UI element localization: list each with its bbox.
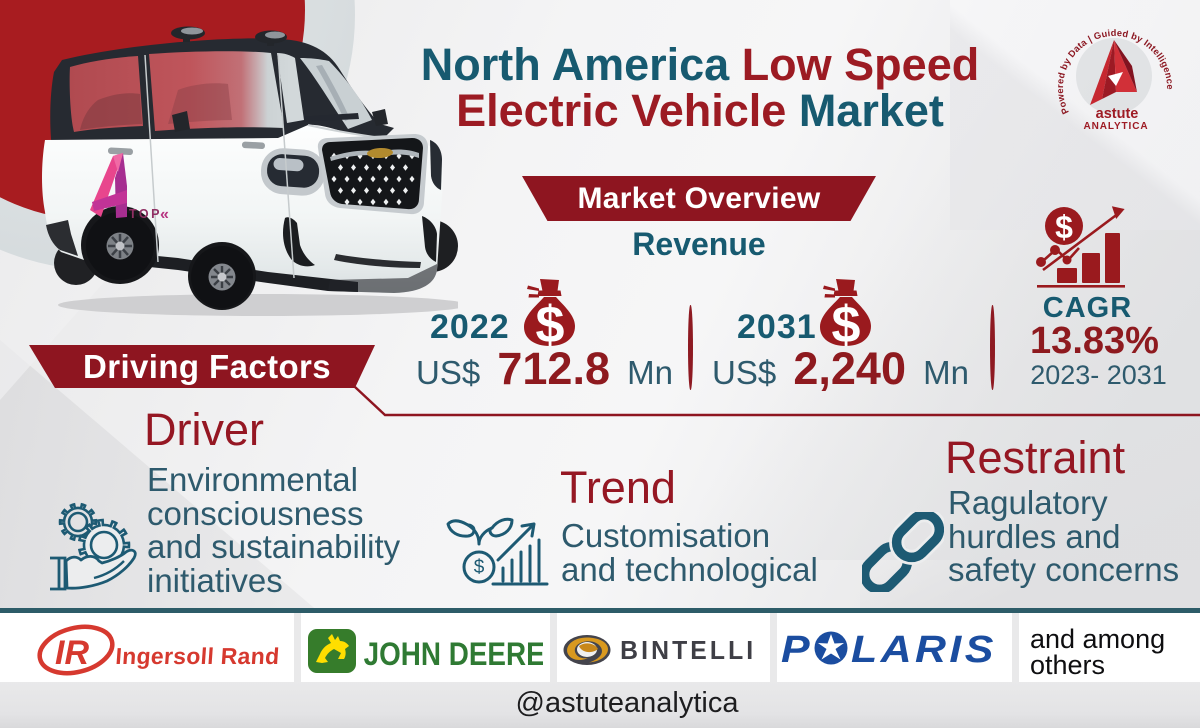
svg-text:IR: IR xyxy=(55,634,89,672)
svg-text:JOHN DEERE: JOHN DEERE xyxy=(364,637,543,672)
svg-text:$: $ xyxy=(536,296,565,347)
svg-text:$: $ xyxy=(832,296,861,347)
svg-text:astute: astute xyxy=(1096,106,1139,122)
svg-text:TOP: TOP xyxy=(129,207,162,221)
svg-text:$: $ xyxy=(1055,209,1073,245)
svg-text:BINTELLI: BINTELLI xyxy=(620,637,756,665)
svg-text:$: $ xyxy=(474,557,485,578)
svg-text:Ingersoll Rand: Ingersoll Rand xyxy=(115,643,281,669)
svg-text:ANALYTICA: ANALYTICA xyxy=(1084,121,1149,132)
svg-text:LARIS: LARIS xyxy=(851,630,997,670)
svg-text:P: P xyxy=(781,630,811,670)
